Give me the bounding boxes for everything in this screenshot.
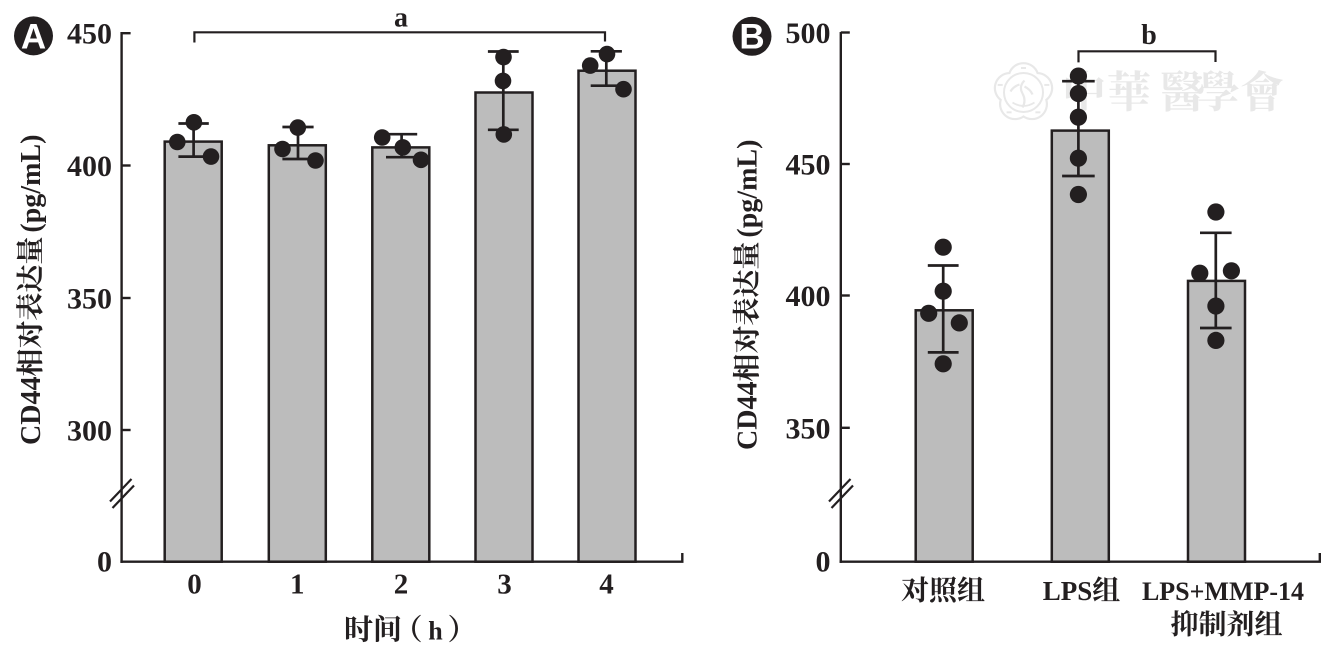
svg-text:400: 400 [786,280,831,313]
svg-text:3: 3 [497,569,512,601]
svg-text:400: 400 [67,150,112,183]
svg-text:1: 1 [290,569,305,601]
svg-text:(pg/mL): (pg/mL) [16,135,47,233]
svg-text:4: 4 [599,569,614,601]
svg-text:0: 0 [187,569,202,601]
svg-text:450: 450 [67,18,112,51]
svg-text:(pg/mL): (pg/mL) [733,140,764,238]
svg-text:CD44: CD44 [733,382,764,450]
svg-text:A: A [21,17,46,56]
svg-text:2: 2 [394,569,409,601]
svg-text:CD44: CD44 [16,377,47,445]
svg-text:450: 450 [786,149,831,182]
svg-text:350: 350 [67,283,112,316]
svg-text:0: 0 [97,546,112,579]
svg-text:h: h [428,617,443,646]
svg-text:0: 0 [816,546,831,579]
svg-text:a: a [394,2,408,33]
svg-text:b: b [1141,20,1157,51]
svg-text:350: 350 [786,412,831,445]
svg-text:B: B [739,18,764,57]
svg-text:LPS: LPS [1043,576,1093,606]
svg-text:LPS+MMP-14: LPS+MMP-14 [1142,577,1304,606]
svg-text:500: 500 [786,17,831,50]
svg-text:300: 300 [67,415,112,448]
